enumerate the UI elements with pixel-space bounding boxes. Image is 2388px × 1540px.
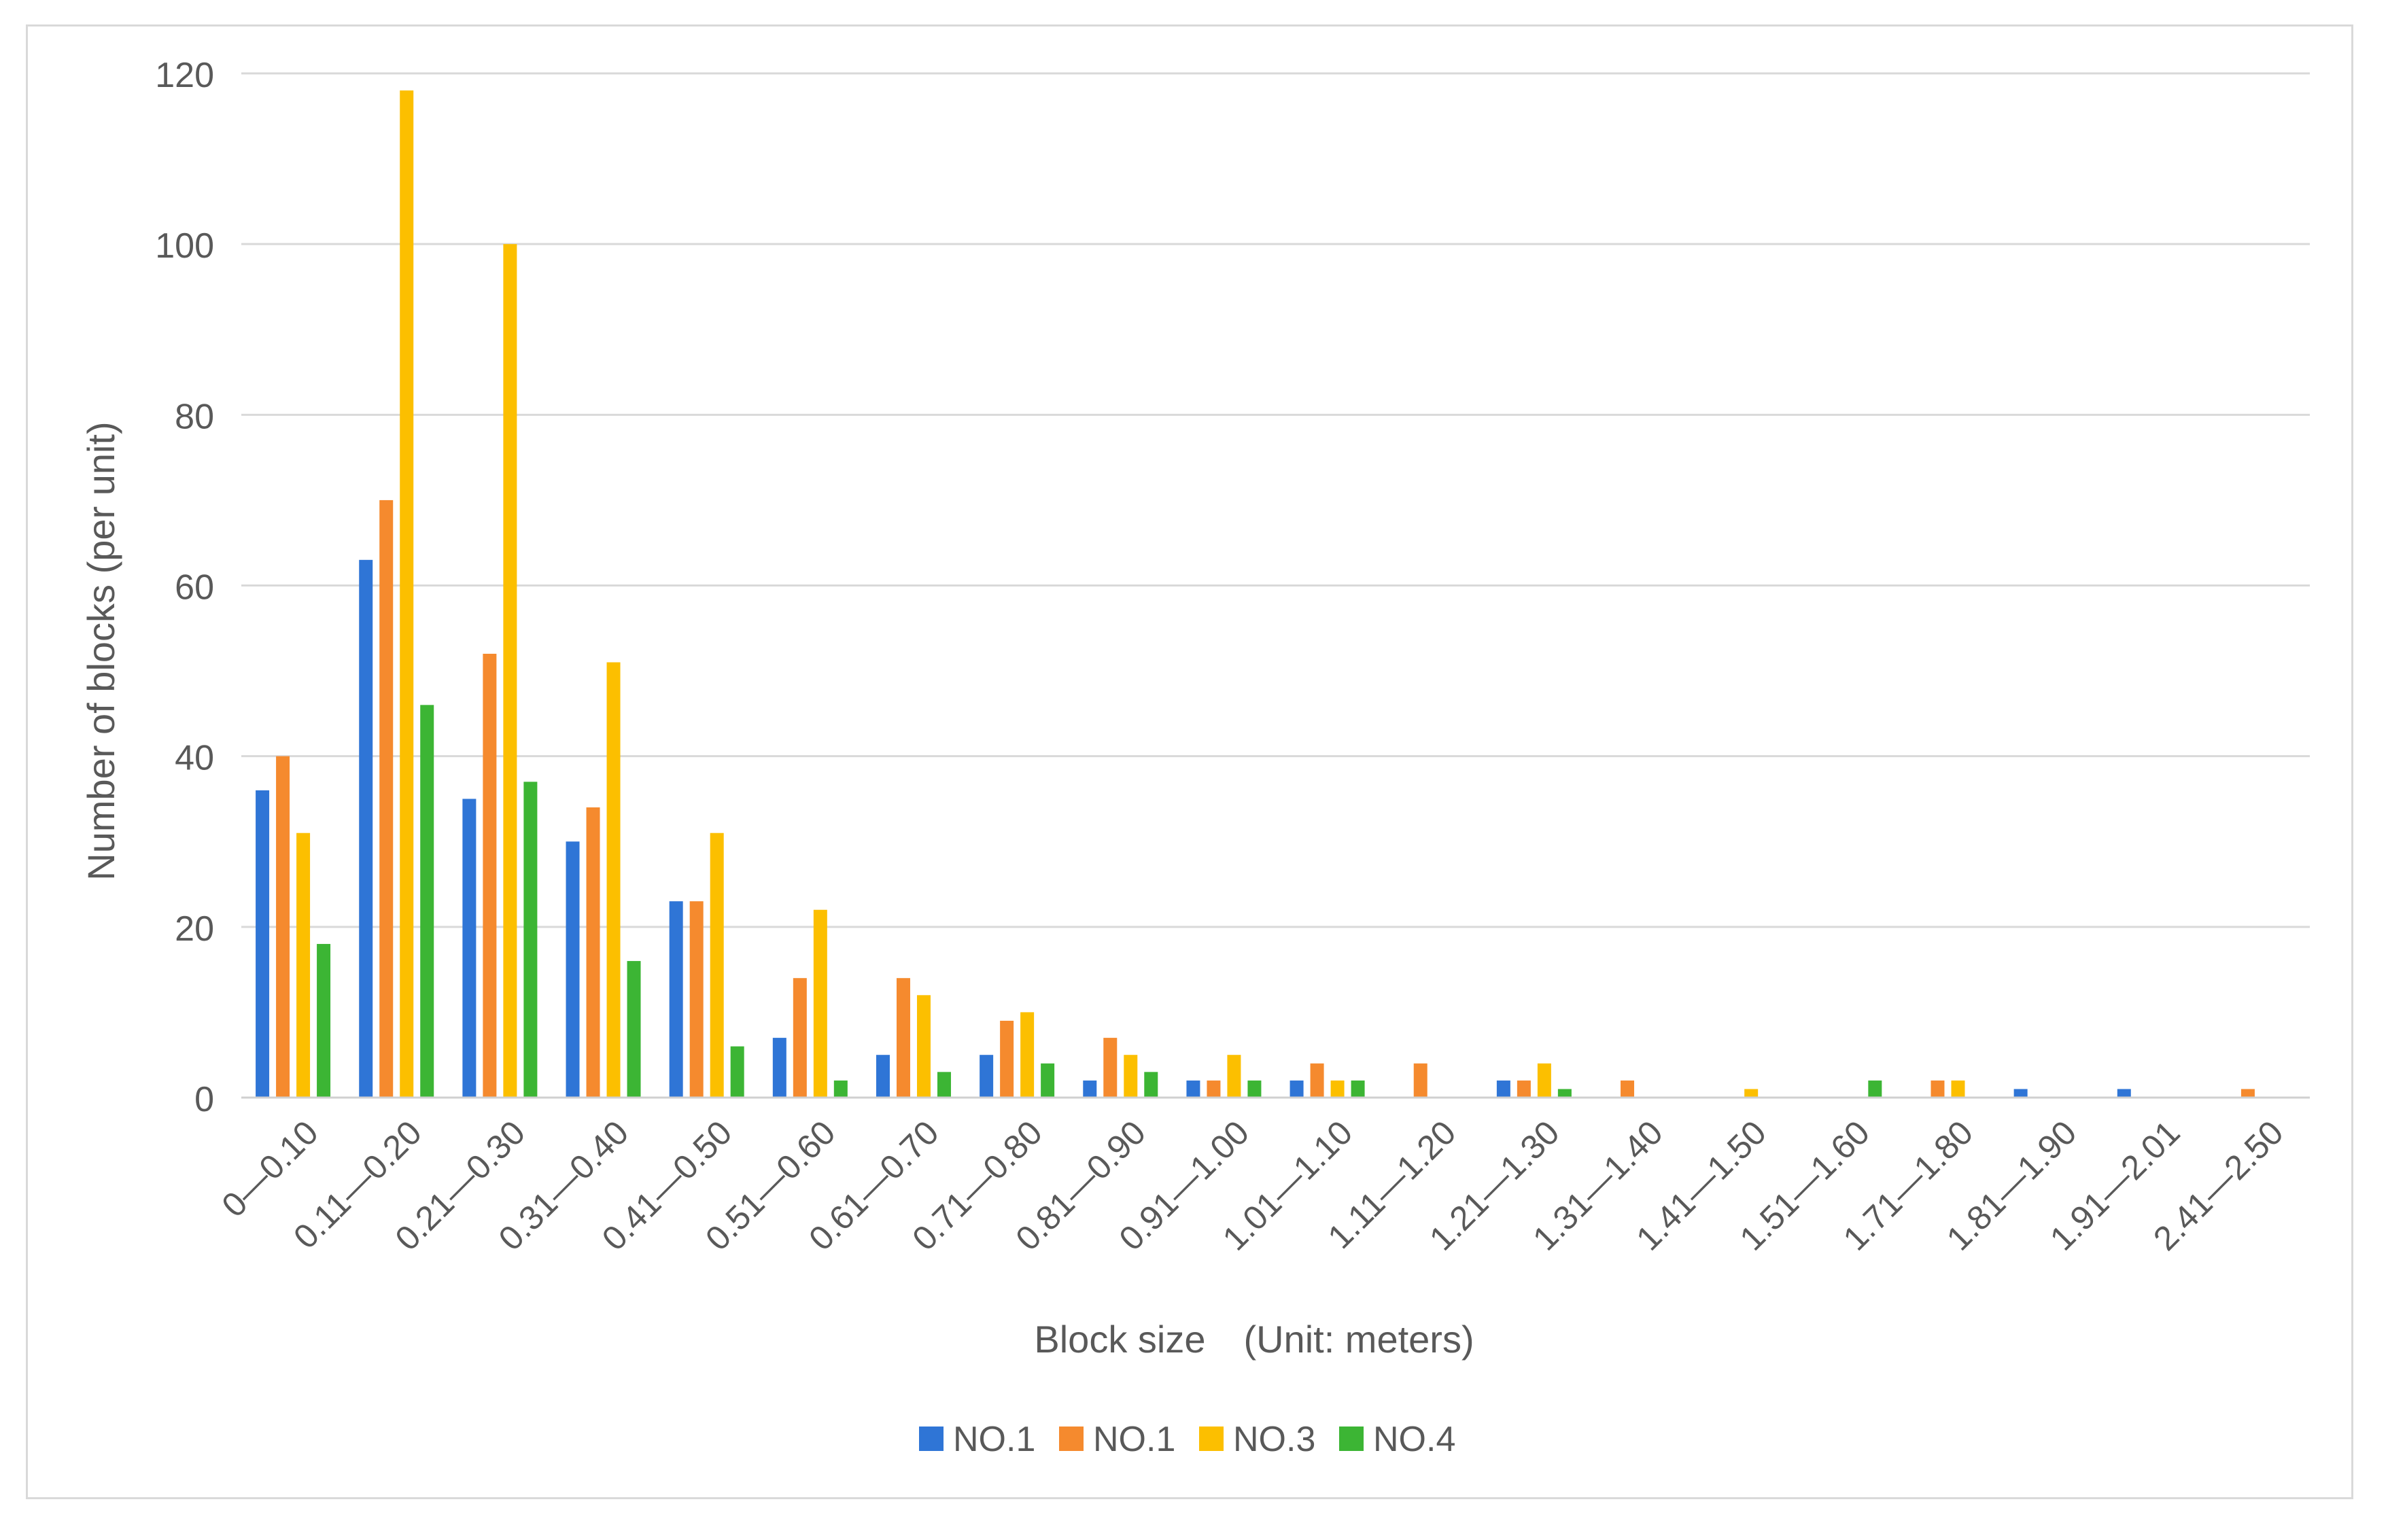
y-tick-label: 80 [175,397,214,436]
bar [2013,1089,2028,1098]
bar [1351,1080,1365,1098]
bar [1621,1080,1635,1098]
legend-swatch [1339,1427,1364,1451]
bar [2117,1089,2131,1098]
y-tick-label: 40 [175,739,214,778]
bar [1496,1080,1510,1098]
y-tick-label: 20 [175,909,214,949]
bar [566,841,580,1098]
bar-series [256,90,2255,1098]
bar [1951,1080,1965,1098]
y-tick-label: 0 [194,1080,214,1119]
bar [1000,1020,1014,1098]
y-tick-label: 100 [155,226,214,266]
bar [1290,1080,1304,1098]
legend: NO.1 NO.1 NO.3 NO.4 [919,1420,1455,1459]
x-axis-ticks: 0—0.100.11—0.200.21—0.300.31—0.400.41—0.… [214,1113,2290,1258]
bar [1868,1080,1882,1098]
bar [1517,1080,1531,1098]
bar [1083,1080,1097,1098]
bar [730,1046,744,1098]
bar [1413,1063,1427,1098]
bar [710,833,724,1098]
bar [1744,1089,1759,1098]
bar [420,705,434,1098]
bar [833,1080,848,1098]
bar [669,901,683,1098]
y-tick-label: 60 [175,568,214,608]
bar [1041,1063,1055,1098]
bar [276,756,290,1098]
bar [1186,1080,1200,1098]
bar [1931,1080,1945,1098]
bar [980,1055,994,1098]
bar [1103,1038,1118,1098]
bar [379,500,394,1098]
legend-label: NO.3 [1233,1420,1315,1459]
legend-label: NO.4 [1373,1420,1455,1459]
bar [689,901,704,1098]
bar [317,943,331,1098]
bar [1124,1055,1138,1098]
y-axis-ticks: 0 20 40 60 80 100 120 [155,56,214,1119]
bar [1020,1012,1035,1098]
bar [503,244,517,1098]
bar [793,978,807,1098]
gridlines [241,72,2310,928]
bar [1207,1080,1221,1098]
legend-label: NO.1 [1093,1420,1175,1459]
bar [772,1038,786,1098]
y-axis-label: Number of blocks (per unit) [80,421,122,880]
bar [586,807,600,1098]
bar [1247,1080,1262,1098]
bar [400,90,414,1098]
chart-frame [26,24,2353,1499]
bar [813,909,827,1098]
bar [462,799,477,1098]
bar [2240,1089,2255,1098]
legend-swatch [1199,1427,1224,1451]
x-axis-label: Block size (Unit: meters) [1034,1318,1474,1361]
bar [1557,1089,1572,1098]
bar [1310,1063,1324,1098]
bar [1227,1055,1241,1098]
bar [483,653,497,1098]
bar [1330,1080,1345,1098]
bar [916,995,931,1098]
bar [627,961,641,1098]
bar [896,978,910,1098]
bar [876,1055,890,1098]
bar [359,559,373,1098]
bar [523,782,538,1098]
legend-label: NO.1 [953,1420,1035,1459]
y-tick-label: 120 [155,56,214,95]
legend-swatch [919,1427,944,1451]
bar [296,833,311,1098]
legend-swatch [1059,1427,1084,1451]
bar [1537,1063,1551,1098]
bar [1144,1072,1158,1098]
bar [256,790,270,1098]
bar [937,1072,951,1098]
bar [606,662,621,1098]
